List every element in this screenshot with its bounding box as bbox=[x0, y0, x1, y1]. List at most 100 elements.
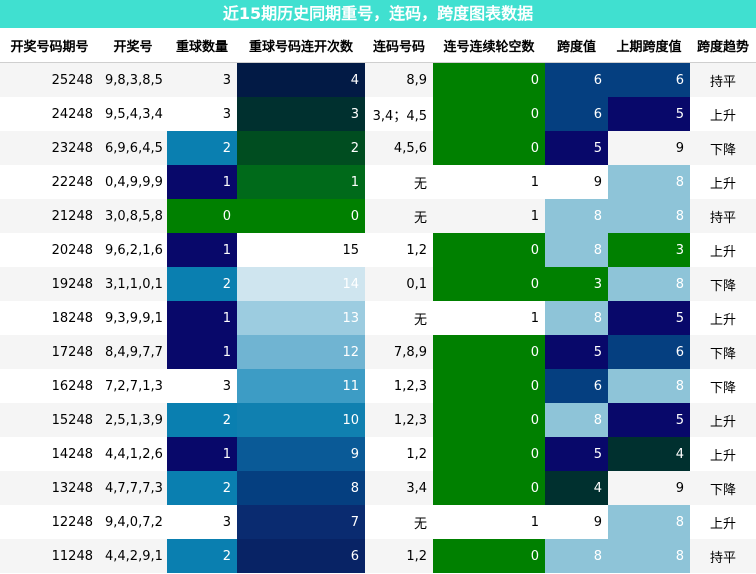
cell-prev-span: 3 bbox=[608, 233, 690, 267]
table-row: 24248 9,5,4,3,4 3 3 3,4；4,5 0 6 5 上升 bbox=[0, 97, 756, 131]
header-span[interactable]: 跨度值 bbox=[545, 28, 608, 63]
cell-numbers: 4,4,2,9,1 bbox=[99, 539, 167, 573]
cell-repeat-count: 3 bbox=[167, 505, 237, 539]
cell-prev-span: 4 bbox=[608, 437, 690, 471]
cell-prev-span: 8 bbox=[608, 505, 690, 539]
cell-consecutive-gap: 0 bbox=[433, 267, 545, 301]
header-span-trend[interactable]: 跨度趋势 bbox=[690, 28, 756, 63]
cell-prev-span: 6 bbox=[608, 62, 690, 97]
cell-repeat-count: 3 bbox=[167, 62, 237, 97]
cell-prev-span: 8 bbox=[608, 199, 690, 233]
cell-span: 6 bbox=[545, 369, 608, 403]
cell-repeat-count: 1 bbox=[167, 301, 237, 335]
table-row: 19248 3,1,1,0,1 2 14 0,1 0 3 8 下降 bbox=[0, 267, 756, 301]
cell-numbers: 0,4,9,9,9 bbox=[99, 165, 167, 199]
cell-repeat-streak: 14 bbox=[237, 267, 365, 301]
cell-span: 3 bbox=[545, 267, 608, 301]
cell-numbers: 3,0,8,5,8 bbox=[99, 199, 167, 233]
header-consecutive-gap[interactable]: 连号连续轮空数 bbox=[433, 28, 545, 63]
cell-period: 22248 bbox=[0, 165, 99, 199]
cell-repeat-streak: 1 bbox=[237, 165, 365, 199]
cell-repeat-count: 2 bbox=[167, 131, 237, 165]
cell-consecutive-gap: 0 bbox=[433, 97, 545, 131]
cell-repeat-streak: 11 bbox=[237, 369, 365, 403]
table-row: 11248 4,4,2,9,1 2 6 1,2 0 8 8 持平 bbox=[0, 539, 756, 573]
cell-period: 24248 bbox=[0, 97, 99, 131]
cell-consecutive: 无 bbox=[365, 301, 433, 335]
cell-repeat-streak: 13 bbox=[237, 301, 365, 335]
cell-prev-span: 9 bbox=[608, 471, 690, 505]
cell-consecutive-gap: 0 bbox=[433, 471, 545, 505]
cell-period: 13248 bbox=[0, 471, 99, 505]
cell-repeat-streak: 9 bbox=[237, 437, 365, 471]
cell-span-trend: 上升 bbox=[690, 97, 756, 131]
table-body: 25248 9,8,3,8,5 3 4 8,9 0 6 6 持平 24248 9,5,4,3,4 3 3… bbox=[0, 62, 756, 573]
cell-period: 21248 bbox=[0, 199, 99, 233]
table-row: 22248 0,4,9,9,9 1 1 无 1 9 8 上升 bbox=[0, 165, 756, 199]
cell-repeat-count: 1 bbox=[167, 335, 237, 369]
cell-consecutive-gap: 1 bbox=[433, 301, 545, 335]
cell-prev-span: 8 bbox=[608, 165, 690, 199]
cell-numbers: 4,4,1,2,6 bbox=[99, 437, 167, 471]
cell-consecutive-gap: 1 bbox=[433, 165, 545, 199]
cell-numbers: 2,5,1,3,9 bbox=[99, 403, 167, 437]
cell-period: 20248 bbox=[0, 233, 99, 267]
cell-span: 8 bbox=[545, 403, 608, 437]
header-repeat-count[interactable]: 重球数量 bbox=[167, 28, 237, 63]
cell-consecutive: 无 bbox=[365, 505, 433, 539]
cell-numbers: 7,2,7,1,3 bbox=[99, 369, 167, 403]
cell-consecutive: 1,2,3 bbox=[365, 369, 433, 403]
cell-prev-span: 5 bbox=[608, 403, 690, 437]
cell-consecutive: 3,4 bbox=[365, 471, 433, 505]
cell-consecutive-gap: 0 bbox=[433, 369, 545, 403]
cell-consecutive: 无 bbox=[365, 199, 433, 233]
cell-repeat-streak: 4 bbox=[237, 62, 365, 97]
cell-span: 8 bbox=[545, 233, 608, 267]
cell-period: 17248 bbox=[0, 335, 99, 369]
cell-consecutive-gap: 0 bbox=[433, 539, 545, 573]
cell-prev-span: 5 bbox=[608, 301, 690, 335]
table-row: 14248 4,4,1,2,6 1 9 1,2 0 5 4 上升 bbox=[0, 437, 756, 471]
cell-repeat-count: 1 bbox=[167, 165, 237, 199]
header-prev-span[interactable]: 上期跨度值 bbox=[608, 28, 690, 63]
page-title: 近15期历史同期重号，连码，跨度图表数据 bbox=[0, 0, 756, 28]
cell-prev-span: 9 bbox=[608, 131, 690, 165]
cell-numbers: 9,8,3,8,5 bbox=[99, 62, 167, 97]
cell-consecutive-gap: 1 bbox=[433, 505, 545, 539]
header-repeat-streak[interactable]: 重球号码连开次数 bbox=[237, 28, 365, 63]
cell-consecutive-gap: 0 bbox=[433, 403, 545, 437]
table-row: 17248 8,4,9,7,7 1 12 7,8,9 0 5 6 下降 bbox=[0, 335, 756, 369]
cell-prev-span: 8 bbox=[608, 369, 690, 403]
cell-span-trend: 下降 bbox=[690, 335, 756, 369]
cell-consecutive: 1,2 bbox=[365, 437, 433, 471]
cell-span-trend: 下降 bbox=[690, 267, 756, 301]
table-row: 20248 9,6,2,1,6 1 15 1,2 0 8 3 上升 bbox=[0, 233, 756, 267]
cell-numbers: 9,5,4,3,4 bbox=[99, 97, 167, 131]
header-consecutive[interactable]: 连码号码 bbox=[365, 28, 433, 63]
cell-span: 6 bbox=[545, 62, 608, 97]
cell-period: 16248 bbox=[0, 369, 99, 403]
cell-span: 9 bbox=[545, 505, 608, 539]
cell-period: 23248 bbox=[0, 131, 99, 165]
cell-repeat-count: 2 bbox=[167, 471, 237, 505]
header-numbers[interactable]: 开奖号 bbox=[99, 28, 167, 63]
cell-span-trend: 持平 bbox=[690, 539, 756, 573]
cell-span-trend: 上升 bbox=[690, 301, 756, 335]
header-period[interactable]: 开奖号码期号 bbox=[0, 28, 99, 63]
cell-span: 4 bbox=[545, 471, 608, 505]
cell-prev-span: 6 bbox=[608, 335, 690, 369]
cell-consecutive-gap: 0 bbox=[433, 62, 545, 97]
cell-span-trend: 持平 bbox=[690, 199, 756, 233]
cell-repeat-streak: 12 bbox=[237, 335, 365, 369]
cell-consecutive-gap: 0 bbox=[433, 437, 545, 471]
cell-consecutive: 7,8,9 bbox=[365, 335, 433, 369]
table-row: 15248 2,5,1,3,9 2 10 1,2,3 0 8 5 上升 bbox=[0, 403, 756, 437]
cell-consecutive: 4,5,6 bbox=[365, 131, 433, 165]
table-row: 18248 9,3,9,9,1 1 13 无 1 8 5 上升 bbox=[0, 301, 756, 335]
cell-span: 5 bbox=[545, 131, 608, 165]
cell-repeat-count: 1 bbox=[167, 233, 237, 267]
cell-consecutive: 8,9 bbox=[365, 62, 433, 97]
cell-repeat-streak: 3 bbox=[237, 97, 365, 131]
cell-consecutive: 1,2 bbox=[365, 539, 433, 573]
cell-consecutive: 无 bbox=[365, 165, 433, 199]
